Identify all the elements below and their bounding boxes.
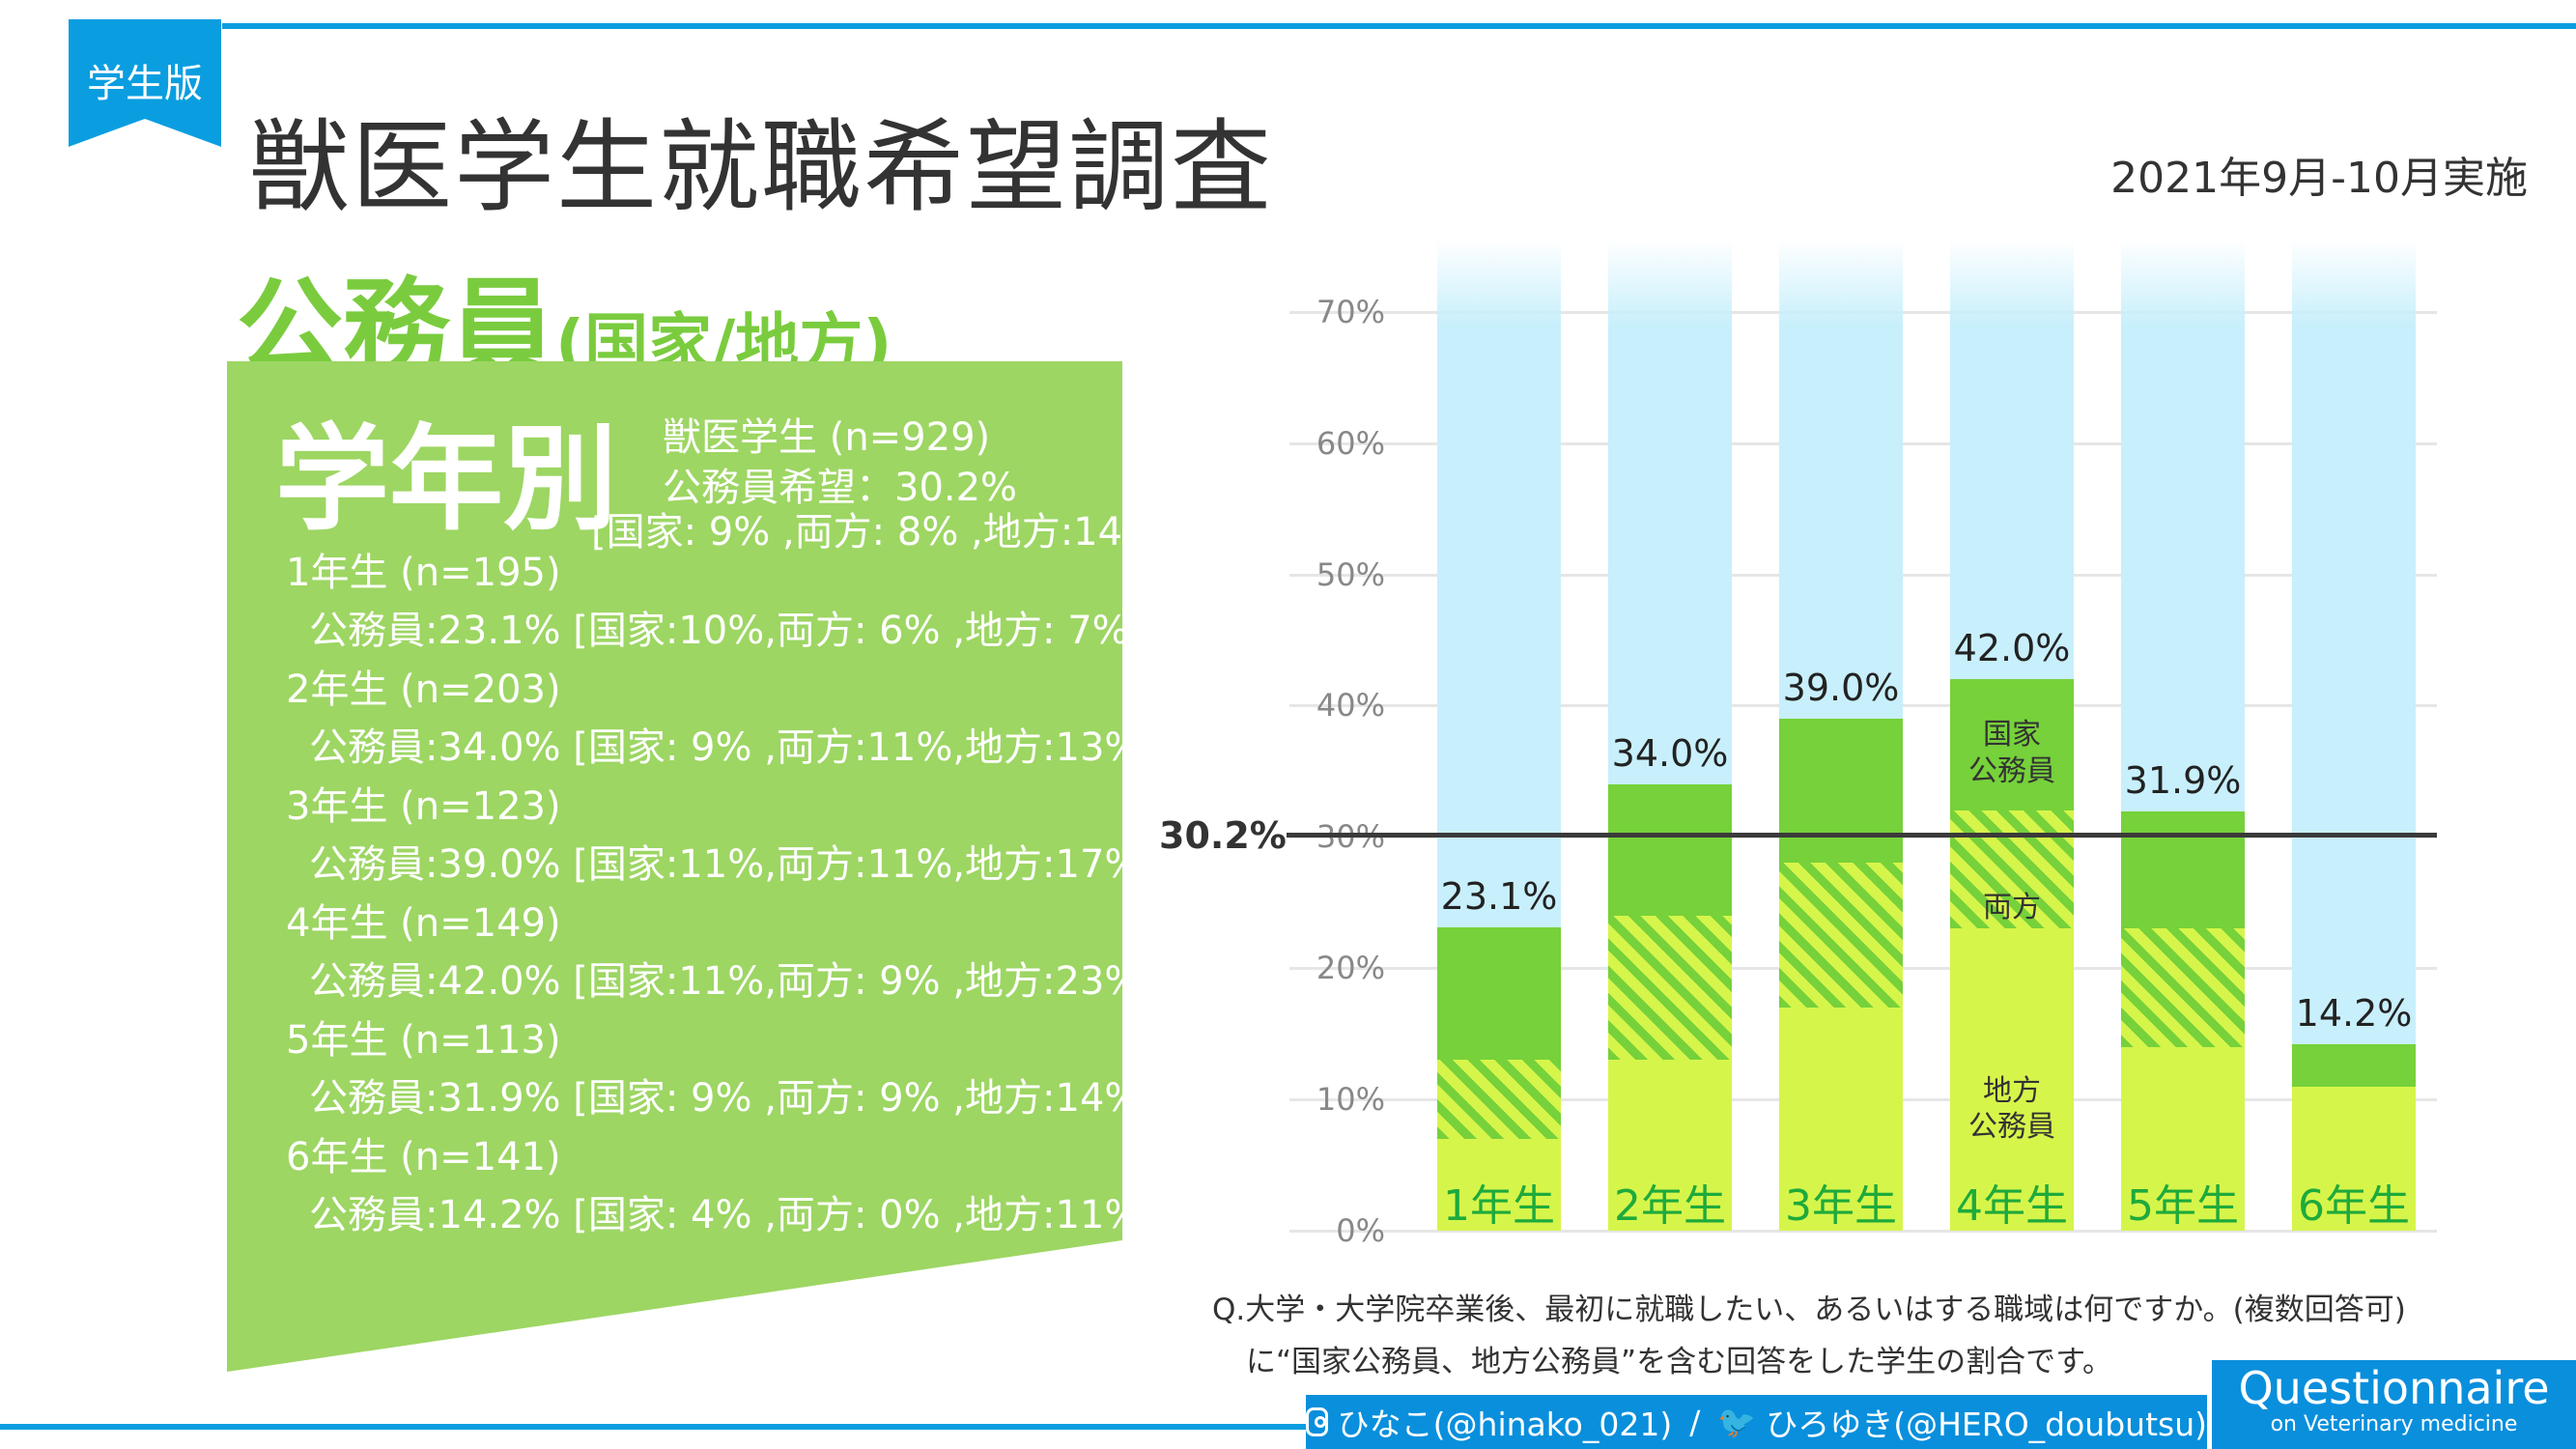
instagram-icon — [1306, 1407, 1328, 1436]
bar-segment-local — [1779, 1007, 1903, 1231]
category-label: 2年生 — [1614, 1181, 1726, 1231]
category-label: 1年生 — [1443, 1181, 1555, 1231]
bar-segment-national — [2121, 811, 2245, 929]
average-line — [1287, 832, 2437, 838]
y-tick-label: 10% — [1316, 1081, 1385, 1119]
separator: / — [1689, 1403, 1701, 1441]
brand-title: Questionnaire — [2238, 1362, 2550, 1414]
instagram-handle[interactable]: ひなこ(@hinako_021) — [1337, 1406, 1673, 1443]
value-label: 31.9% — [2124, 759, 2242, 803]
grade-heading: 1年生 (n=195) — [286, 551, 561, 595]
category-label: 4年生 — [1956, 1181, 2068, 1231]
bar-segment-national — [1437, 927, 1561, 1061]
bar-segment-both — [1437, 1060, 1561, 1139]
bar-segment-both — [1779, 863, 1903, 1008]
panel-title: 学年別 — [275, 412, 618, 546]
tag-label: 学生版 — [87, 62, 203, 106]
y-tick-label: 70% — [1316, 293, 1385, 330]
grade-detail: 公務員:14.2% [国家: 4% ,両方: 0% ,地方:11%] — [309, 1193, 1157, 1237]
grade-detail: 公務員:39.0% [国家:11%,両方:11%,地方:17%] — [309, 842, 1157, 887]
value-label: 34.0% — [1611, 731, 1729, 775]
y-tick-label: 20% — [1316, 950, 1385, 987]
average-label: 30.2% — [1159, 814, 1287, 857]
brand-subtitle: on Veterinary medicine — [2270, 1412, 2518, 1436]
bar-segment-national — [1779, 718, 1903, 864]
y-tick-label: 60% — [1316, 424, 1385, 462]
bar-segment-both — [1950, 810, 2074, 929]
category-label: 5年生 — [2127, 1181, 2239, 1231]
grade-heading: 6年生 (n=141) — [286, 1135, 561, 1179]
bar-segment-both — [2121, 928, 2245, 1047]
value-label: 39.0% — [1782, 666, 1900, 709]
summary-line: 公務員希望：30.2% — [663, 466, 1018, 510]
category-label: 3年生 — [1785, 1181, 1897, 1231]
bar-segment-both — [1608, 915, 1732, 1061]
summary-line: [国家: 9% ,両方: 8% ,地方:14%] — [591, 510, 1175, 554]
grade-heading: 3年生 (n=123) — [286, 784, 561, 829]
twitter-icon: 🐦 — [1717, 1404, 1757, 1440]
twitter-handle[interactable]: ひろゆき(@HERO_doubutsu) — [1766, 1406, 2207, 1443]
grade-heading: 5年生 (n=113) — [286, 1018, 561, 1063]
value-label: 23.1% — [1440, 875, 1558, 919]
y-tick-label: 50% — [1316, 555, 1385, 593]
gridline — [1289, 1230, 2437, 1233]
bar-segment-national — [1608, 783, 1732, 916]
bottom-accent-line — [0, 1424, 1306, 1430]
grade-detail: 公務員:31.9% [国家: 9% ,両方: 9% ,地方:14%] — [309, 1076, 1157, 1121]
bar-segment-national — [1950, 679, 2074, 811]
grade-heading: 4年生 (n=149) — [286, 901, 561, 946]
brand-box: Questionnaire on Veterinary medicine — [2212, 1360, 2576, 1449]
student-edition-tag: 学生版 — [69, 19, 221, 147]
bar-segment-national — [2292, 1044, 2416, 1087]
summary-line: 獣医学生 (n=929) — [663, 415, 991, 460]
page-title: 獣医学生就職希望調査 — [249, 108, 1274, 226]
survey-date: 2021年9月-10月実施 — [2110, 154, 2528, 203]
grade-heading: 2年生 (n=203) — [286, 668, 561, 712]
value-label: 42.0% — [1953, 627, 2071, 670]
segment-annotation: 地方 公務員 — [1968, 1073, 2055, 1145]
top-accent-line — [222, 23, 2576, 29]
bar-segment-local — [1608, 1060, 1732, 1231]
grade-detail: 公務員:34.0% [国家: 9% ,両方:11%,地方:13%] — [309, 725, 1157, 770]
y-tick-label: 0% — [1336, 1212, 1385, 1249]
bar-segment-local — [1950, 928, 2074, 1231]
credits-bar: ひなこ(@hinako_021) / 🐦 ひろゆき(@HERO_doubutsu… — [1306, 1395, 2207, 1449]
category-label: 6年生 — [2298, 1181, 2410, 1231]
segment-annotation: 両方 — [1983, 890, 2041, 924]
value-label: 14.2% — [2295, 992, 2413, 1036]
segment-annotation: 国家 公務員 — [1968, 718, 2055, 788]
question-text: Q.大学・大学院卒業後、最初に就職したい、あるいはする職域は何ですか。(複数回答… — [1212, 1293, 2406, 1327]
bar-segment-local — [1437, 1138, 1561, 1231]
y-tick-label: 40% — [1316, 687, 1385, 724]
bar-segment-local — [2292, 1086, 2416, 1231]
summary-panel — [227, 361, 1122, 1372]
bar-segment-local — [2121, 1046, 2245, 1231]
grade-detail: 公務員:23.1% [国家:10%,両方: 6% ,地方: 7% ] — [309, 609, 1157, 653]
grade-detail: 公務員:42.0% [国家:11%,両方: 9% ,地方:23%] — [309, 959, 1157, 1004]
question-note: に“国家公務員、地方公務員”を含む回答をした学生の割合です。 — [1246, 1345, 2113, 1379]
